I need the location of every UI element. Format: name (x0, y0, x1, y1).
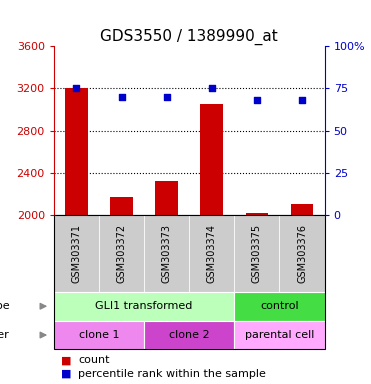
Point (209, 85, 215, 91)
Text: parental cell: parental cell (245, 330, 314, 340)
Text: GSM303375: GSM303375 (252, 224, 262, 283)
Text: GLI1 transformed: GLI1 transformed (95, 301, 193, 311)
Text: percentile rank within the sample: percentile rank within the sample (78, 369, 266, 379)
Text: ■: ■ (61, 369, 72, 379)
Text: ■: ■ (61, 355, 72, 365)
Text: clone 2: clone 2 (169, 330, 210, 340)
Text: cell type: cell type (0, 301, 9, 311)
Point (254, 97, 260, 103)
Bar (291, 204, 313, 215)
Text: control: control (260, 301, 299, 311)
Text: GSM303376: GSM303376 (297, 224, 307, 283)
Bar (246, 213, 268, 215)
Text: other: other (0, 330, 9, 340)
Bar (155, 181, 178, 215)
Bar (200, 104, 223, 215)
Title: GDS3550 / 1389990_at: GDS3550 / 1389990_at (100, 28, 278, 45)
Point (73, 85, 79, 91)
Bar (65, 88, 88, 215)
Text: count: count (78, 355, 109, 365)
Point (119, 94, 125, 100)
Text: GSM303372: GSM303372 (116, 224, 127, 283)
Text: GSM303374: GSM303374 (207, 224, 217, 283)
Point (164, 94, 170, 100)
Text: GSM303373: GSM303373 (162, 224, 172, 283)
Text: GSM303371: GSM303371 (71, 224, 81, 283)
Point (299, 97, 305, 103)
Bar (110, 197, 133, 215)
Text: clone 1: clone 1 (79, 330, 119, 340)
